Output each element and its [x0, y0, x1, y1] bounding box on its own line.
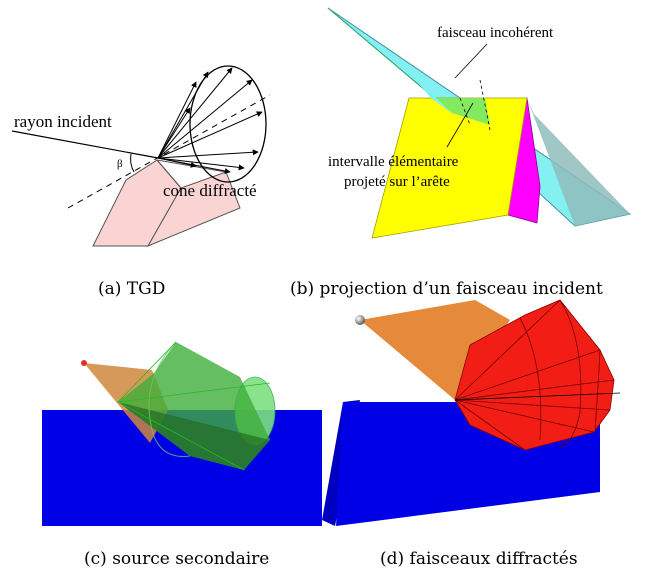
label-incident-ray: rayon incident [14, 112, 112, 131]
label-interval-line1: intervalle élémentaire [328, 154, 459, 170]
caption-c: (c) source secondaire [84, 549, 269, 569]
caption-a: (a) TGD [98, 279, 165, 299]
source-point-red [81, 360, 87, 366]
elementary-interval [431, 98, 490, 125]
leader-interval [446, 102, 474, 148]
label-diffracted-cone: cone diffracté [163, 181, 257, 200]
grey-face-right [527, 98, 630, 226]
source-sphere [355, 315, 365, 325]
green-cone-shade [118, 402, 270, 470]
caption-b: (b) projection d’un faisceau incident [290, 279, 603, 299]
incident-beam-orange-d [360, 300, 510, 400]
label-interval-line2: projeté sur l’arête [344, 174, 450, 190]
beta-angle-arc [130, 153, 135, 173]
panel-d-diffracted-beams: (d) faisceaux diffractés [322, 299, 621, 569]
diffracted-rays [157, 67, 263, 174]
panel-b-projection: faisceau incohérent intervalle élémentai… [290, 7, 632, 299]
cone-mesh-lines [454, 299, 615, 451]
leader-beam [454, 43, 488, 79]
edge-axis-d [454, 392, 621, 401]
caption-d: (d) faisceaux diffractés [380, 549, 578, 569]
label-beta: β [117, 158, 123, 170]
incident-ray [11, 130, 159, 159]
edge-axis-dashed [67, 94, 271, 209]
beam-overlap [405, 68, 452, 113]
diffracted-cone-ellipse [189, 65, 267, 183]
panel-a-tgd: rayon incident β cone diffracté (a) TGD [11, 65, 271, 299]
label-incoherent-beam: faisceau incohérent [437, 25, 554, 41]
yellow-face [371, 97, 528, 239]
panel-c-secondary-source: (c) source secondaire [42, 341, 322, 569]
